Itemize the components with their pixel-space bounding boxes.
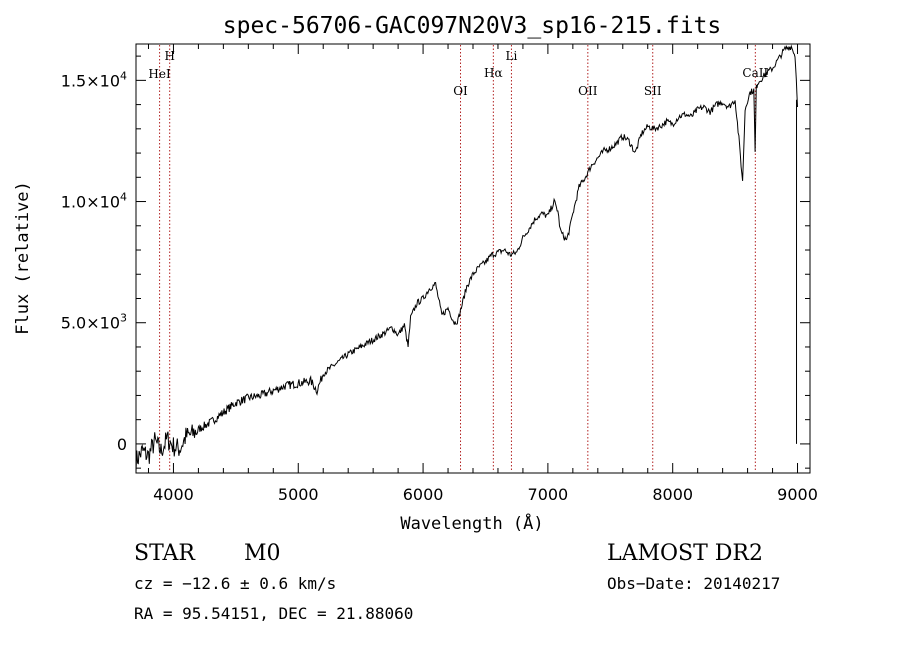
y-axis-label: Flux (relative) bbox=[13, 181, 33, 335]
line-label-0: HeI bbox=[148, 67, 171, 81]
y-axis-ticks: 0 5.0×103 1.0×104 1.5×104 bbox=[61, 55, 810, 469]
line-label-5: OII bbox=[578, 84, 598, 98]
object-class: STAR bbox=[134, 541, 196, 566]
spectrum-series bbox=[135, 44, 798, 472]
x-axis-label: Wavelength (Å) bbox=[400, 512, 543, 534]
x-tick-label-0: 4000 bbox=[153, 485, 194, 504]
x-tick-label-3: 7000 bbox=[528, 485, 569, 504]
line-label-6: SII bbox=[644, 84, 662, 98]
ra-dec-coordinates: RA = 95.54151, DEC = 21.88060 bbox=[134, 604, 413, 623]
plot-frame bbox=[135, 43, 811, 474]
x-axis-ticks: 4000 5000 6000 7000 8000 9000 bbox=[147, 44, 818, 504]
spectrum-line bbox=[135, 44, 798, 472]
y-tick-label-2: 1.0×104 bbox=[61, 191, 127, 212]
x-tick-label-1: 5000 bbox=[278, 485, 319, 504]
x-tick-label-5: 9000 bbox=[777, 485, 818, 504]
object-subclass: M0 bbox=[244, 541, 281, 566]
survey-name: LAMOST DR2 bbox=[607, 541, 763, 566]
redshift-cz: cz = −12.6 ± 0.6 km/s bbox=[134, 574, 336, 593]
line-label-1: H bbox=[164, 49, 174, 63]
line-label-2: OI bbox=[453, 84, 468, 98]
y-tick-label-1: 5.0×103 bbox=[61, 312, 127, 333]
x-tick-label-2: 6000 bbox=[403, 485, 444, 504]
x-tick-label-4: 8000 bbox=[652, 485, 693, 504]
line-label-3: Hα bbox=[484, 66, 503, 80]
line-label-7: CaII bbox=[742, 66, 768, 80]
line-label-4: Li bbox=[506, 49, 518, 63]
chart-title: spec-56706-GAC097N20V3_sp16-215.fits bbox=[223, 13, 722, 39]
y-tick-label-0: 0 bbox=[117, 435, 127, 454]
y-tick-label-3: 1.5×104 bbox=[61, 69, 127, 90]
observation-date: Obs−Date: 20140217 bbox=[607, 574, 780, 593]
